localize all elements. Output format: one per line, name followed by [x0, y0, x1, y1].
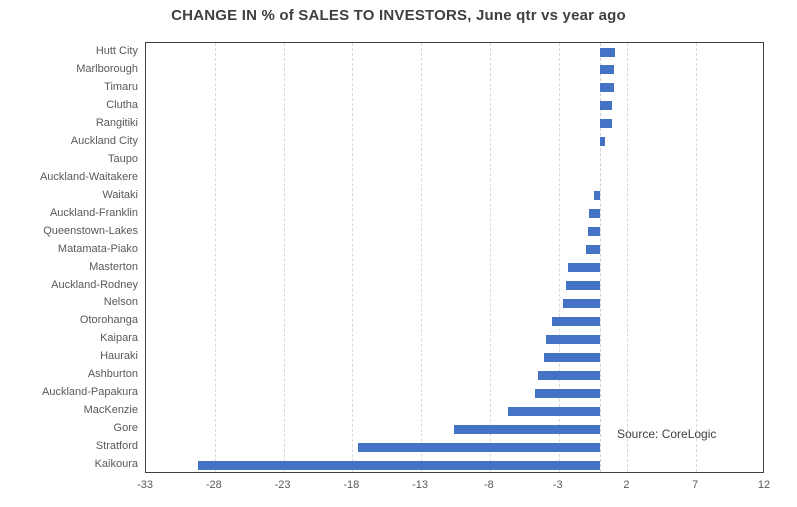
y-axis-label: Queenstown-Lakes [43, 224, 138, 237]
bar [588, 227, 600, 237]
bar [543, 352, 600, 362]
x-axis-tick-label: 12 [757, 479, 771, 491]
bar [599, 47, 615, 57]
y-axis-label: Hauraki [100, 350, 138, 363]
x-axis-tick-label: -8 [484, 479, 494, 491]
y-axis-label: Auckland-Waitakere [39, 170, 138, 183]
gridline [283, 43, 285, 472]
gridline [489, 43, 491, 472]
y-axis-label: Clutha [106, 98, 138, 111]
y-axis-label: Masterton [89, 260, 138, 273]
y-axis-label: Gore [113, 422, 138, 435]
y-axis-label: Auckland City [70, 134, 138, 147]
bar [565, 280, 600, 290]
bar [551, 316, 600, 326]
y-axis-label: Stratford [95, 440, 138, 453]
bar [568, 263, 600, 272]
source-note: Source: CoreLogic [617, 427, 717, 441]
y-axis-label: Rangitiki [95, 116, 138, 129]
y-axis-label: Matamata-Piako [57, 242, 138, 255]
y-axis-label: Auckland-Franklin [49, 206, 138, 219]
gridline [696, 43, 698, 472]
gridline [352, 43, 354, 472]
bar [535, 388, 600, 398]
gridline [558, 43, 560, 472]
y-axis-label: Nelson [103, 296, 138, 309]
gridline [214, 43, 216, 472]
x-axis-tick-label: -28 [205, 479, 222, 491]
bar [198, 460, 600, 470]
y-axis-label: Auckland-Papakura [41, 386, 138, 399]
y-axis-label: Auckland-Rodney [51, 278, 138, 291]
bar [599, 65, 614, 75]
x-axis-tick-label: -23 [274, 479, 291, 491]
chart-title: CHANGE IN % of SALES TO INVESTORS, June … [171, 7, 626, 24]
bar [357, 442, 600, 452]
y-axis-label: Taupo [108, 152, 138, 165]
bar [538, 370, 600, 380]
bar [588, 209, 600, 219]
y-axis-label: Timaru [104, 80, 138, 93]
y-axis-label: Marlborough [76, 63, 138, 75]
x-axis-tick-label: -18 [343, 479, 360, 491]
gridline [627, 43, 629, 472]
bar [599, 83, 614, 93]
bar [594, 191, 600, 201]
y-axis-label: Otorohanga [79, 314, 138, 327]
bar [562, 298, 600, 308]
bar [599, 119, 612, 129]
bar [586, 245, 600, 254]
bar [507, 406, 600, 416]
zero-axis-line [599, 43, 601, 472]
bar [599, 137, 606, 147]
x-axis-tick-label: -3 [552, 479, 563, 491]
x-axis-tick-label: 2 [623, 479, 630, 491]
x-axis-tick-label: -33 [137, 479, 153, 491]
x-axis-tick-label: 7 [692, 479, 699, 491]
bar [546, 334, 600, 344]
y-axis-label: Kaikoura [94, 458, 138, 470]
bar [454, 424, 600, 434]
gridline [421, 43, 423, 472]
plot-area [145, 42, 764, 473]
bar [599, 101, 613, 111]
x-axis-tick-label: -13 [412, 479, 429, 491]
y-axis-label: Waitaki [102, 188, 138, 201]
y-axis-label: Hutt City [95, 45, 138, 57]
y-axis-label: MacKenzie [83, 404, 138, 417]
y-axis-label: Kaipara [100, 332, 138, 345]
y-axis-label: Ashburton [87, 368, 138, 381]
